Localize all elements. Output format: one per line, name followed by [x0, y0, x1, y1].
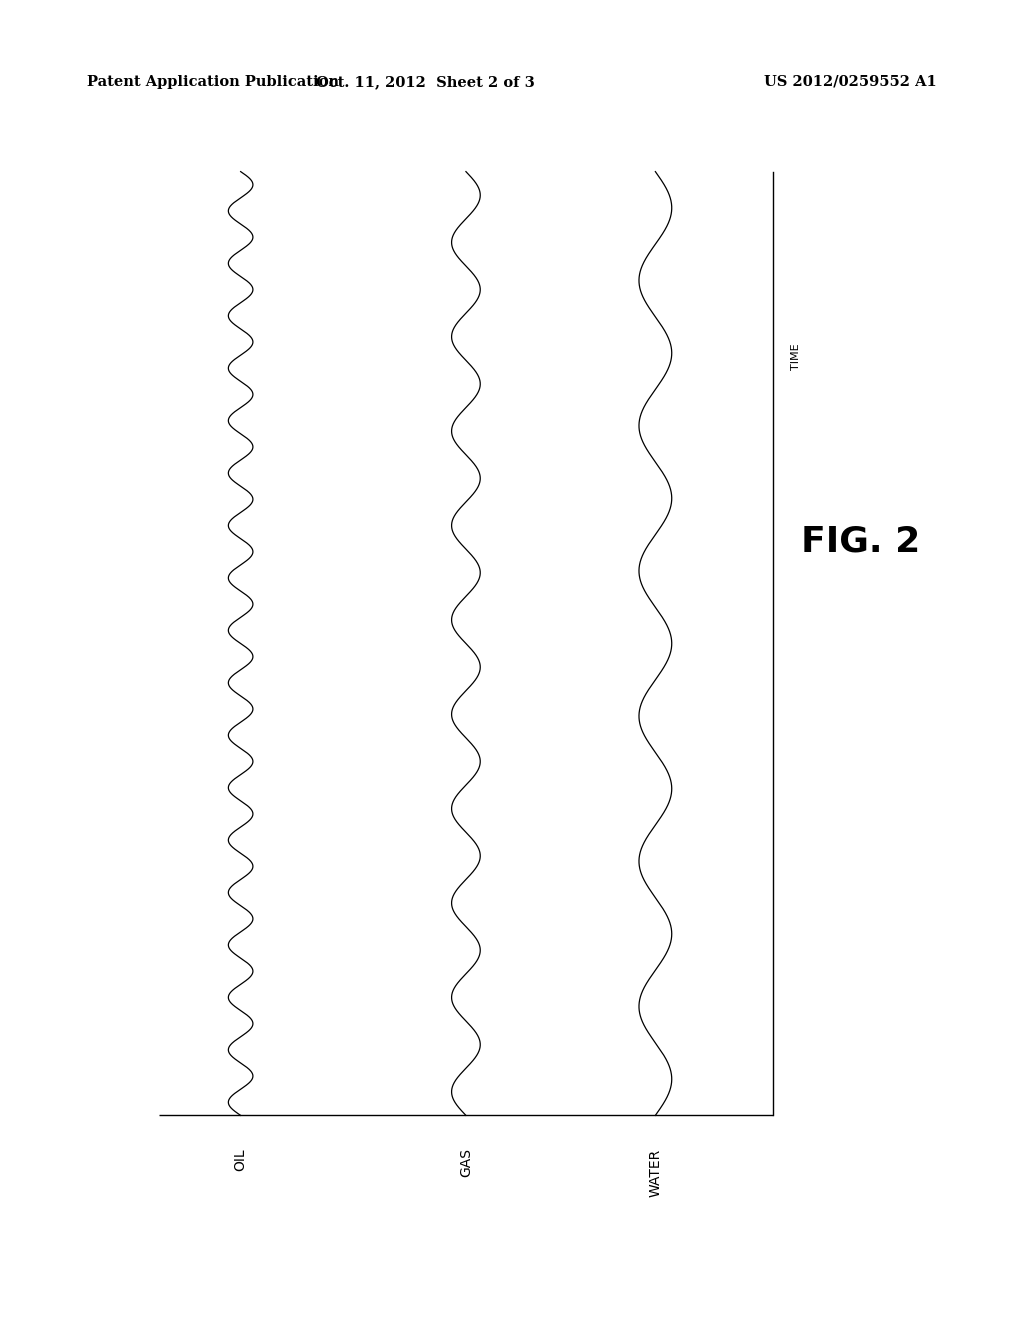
Text: WATER: WATER	[648, 1148, 663, 1197]
Text: FIG. 2: FIG. 2	[801, 524, 920, 558]
Text: Patent Application Publication: Patent Application Publication	[87, 75, 339, 88]
Text: TIME: TIME	[791, 343, 801, 370]
Text: GAS: GAS	[459, 1148, 473, 1177]
Text: OIL: OIL	[233, 1148, 248, 1171]
Text: US 2012/0259552 A1: US 2012/0259552 A1	[764, 75, 937, 88]
Text: Oct. 11, 2012  Sheet 2 of 3: Oct. 11, 2012 Sheet 2 of 3	[315, 75, 535, 88]
